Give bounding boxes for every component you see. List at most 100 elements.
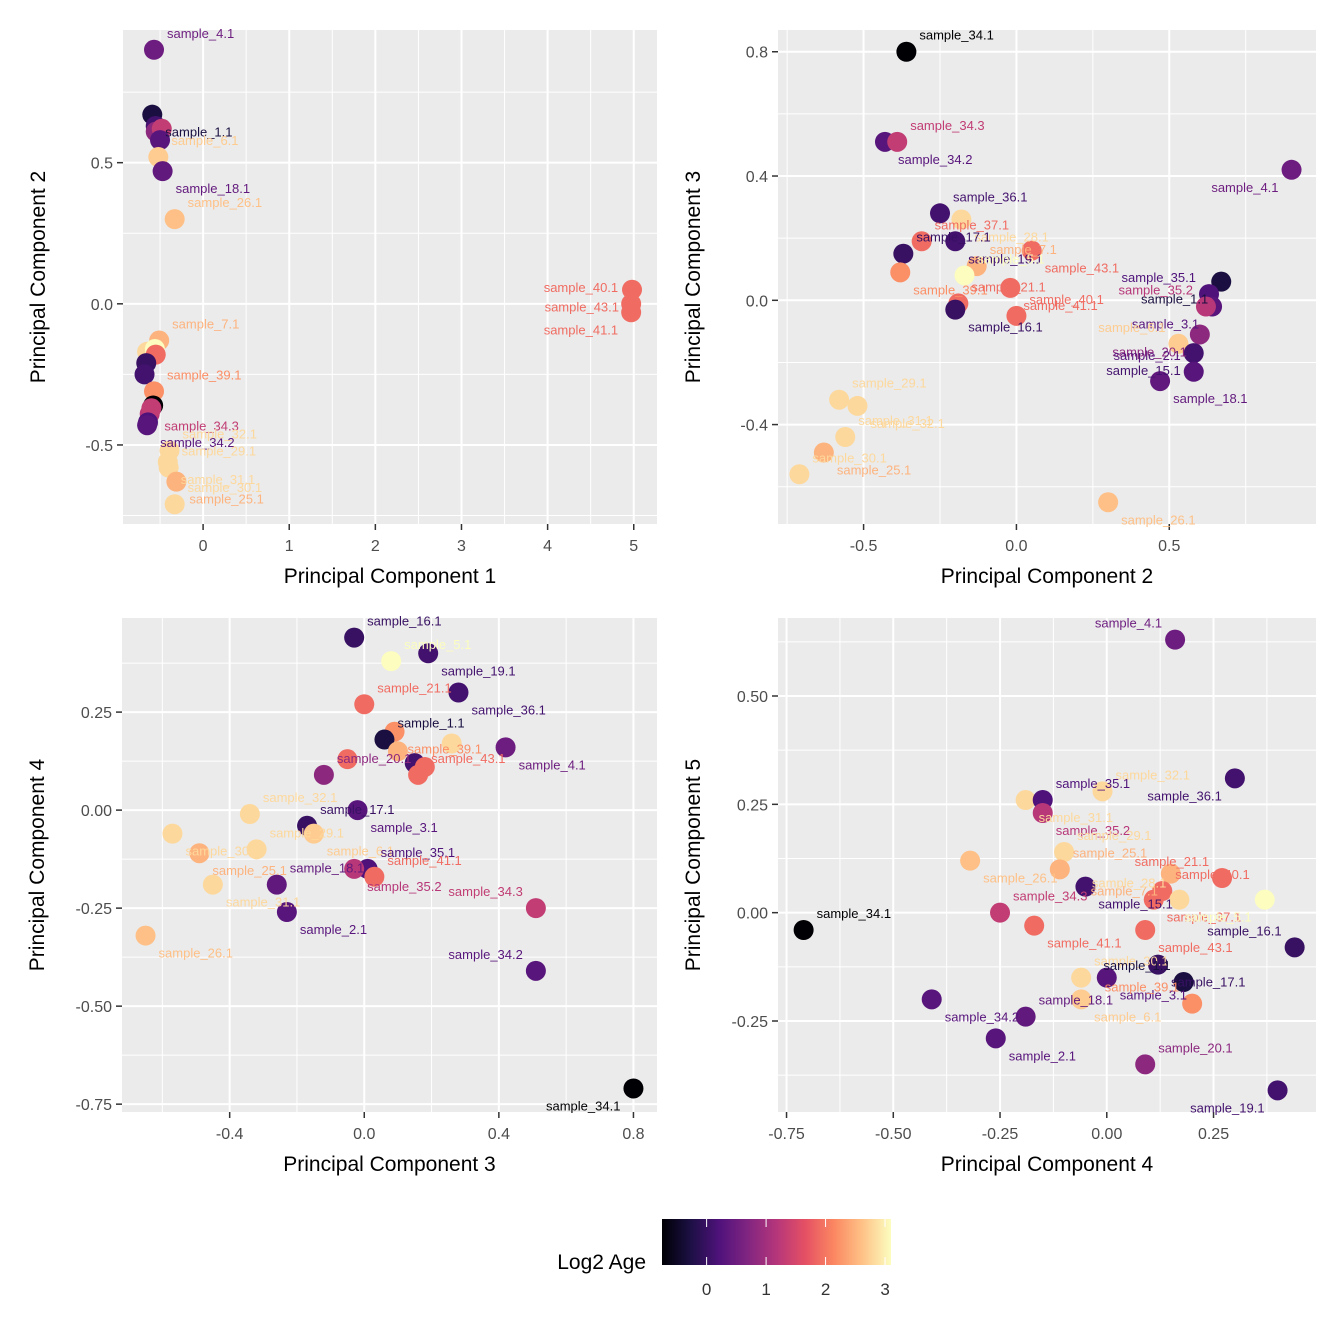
- data-point: [1135, 920, 1156, 940]
- data-point: [337, 749, 358, 770]
- data-point: [418, 643, 439, 664]
- point-label: sample_4.1: [167, 26, 234, 41]
- x-tick-label: 0.8: [622, 1126, 644, 1143]
- point-label: sample_37.1: [1167, 910, 1241, 925]
- points: [134, 39, 643, 515]
- data-point: [202, 874, 223, 895]
- point-label: sample_35.2: [1056, 823, 1130, 838]
- data-point: [921, 989, 942, 1010]
- point-label: sample_5.1: [404, 637, 471, 652]
- point-label: sample_41.1: [1023, 298, 1097, 313]
- point-label: sample_7.1: [990, 242, 1057, 257]
- data-point: [829, 389, 850, 410]
- point-label: sample_36.1: [1147, 788, 1221, 803]
- plot-background: [778, 618, 1316, 1112]
- point-labels: sample_4.1sample_36.1sample_32.1sample_3…: [817, 616, 1282, 1116]
- panel-4: -0.75 -0.50 -0.25 0.00 0.25 -0.25 0.00 0.25 0.50…: [682, 616, 1316, 1176]
- point-label: sample_35.2: [367, 879, 441, 894]
- point-label: sample_39.1: [913, 282, 987, 297]
- x-tick-label: -0.50: [875, 1126, 912, 1143]
- point-label: sample_29.1: [182, 444, 256, 459]
- point-label: sample_29.1: [1077, 828, 1151, 843]
- point-label: sample_31.1: [858, 413, 932, 428]
- point-label: sample_18.1: [1039, 993, 1113, 1008]
- legend-title: Log2 Age: [557, 1251, 646, 1274]
- data-point: [1054, 842, 1075, 862]
- data-point: [313, 764, 334, 785]
- x-tick-label: -0.75: [768, 1126, 805, 1143]
- data-point: [1224, 768, 1245, 789]
- y-axis-title: Principal Component 3: [682, 171, 705, 383]
- x-tick-label: -0.4: [216, 1126, 244, 1143]
- point-label: sample_29.1: [852, 376, 926, 391]
- y-tick-label: -0.25: [76, 901, 113, 918]
- point-label: sample_34.3: [448, 884, 522, 899]
- data-point: [1049, 859, 1070, 880]
- point-label: sample_4.1: [519, 757, 586, 772]
- point-label: sample_41.1: [544, 322, 618, 337]
- data-point: [1000, 277, 1021, 298]
- point-label: sample_25.1: [189, 492, 263, 507]
- point-label: sample_25.1: [212, 863, 286, 878]
- point-label: sample_19.1: [968, 251, 1042, 266]
- y-tick-label: 0.50: [737, 689, 768, 706]
- point-label: sample_34.3: [910, 118, 984, 133]
- point-label: sample_34.1: [546, 1098, 620, 1113]
- point-labels: sample_34.1 sample_34.2 sample_34.3 sample_…: [812, 28, 1278, 528]
- data-point: [954, 265, 975, 286]
- point-label: sample_2.1: [1009, 1048, 1076, 1063]
- point-label: sample_26.1: [1121, 512, 1195, 527]
- data-point: [1284, 937, 1305, 958]
- data-point: [166, 471, 187, 492]
- legend-tick-label: 3: [880, 1280, 889, 1299]
- data-point: [893, 243, 914, 264]
- data-point: [150, 130, 171, 151]
- point-label: sample_39.1: [1105, 980, 1179, 995]
- data-point: [1092, 781, 1113, 802]
- x-tick-label: 0.25: [1198, 1126, 1229, 1143]
- point-label: sample_34.3: [1013, 889, 1087, 904]
- point-label: sample_28.1: [1092, 876, 1166, 891]
- data-point: [303, 823, 324, 844]
- data-point: [246, 839, 267, 860]
- x-axis-title: Principal Component 2: [941, 565, 1153, 588]
- point-label: sample_26.1: [188, 195, 262, 210]
- x-tick-label: 5: [629, 538, 638, 555]
- point-label: sample_31.1: [1039, 810, 1113, 825]
- y-tick-label: 0.5: [91, 156, 113, 173]
- point-label: sample_21.1: [971, 279, 1045, 294]
- point-label: sample_6.1: [171, 133, 238, 148]
- data-point: [1160, 863, 1181, 884]
- data-point: [1165, 629, 1186, 650]
- data-point: [985, 1028, 1006, 1049]
- point-label: sample_43.1: [431, 751, 505, 766]
- point-labels: sample_16.1 sample_19.1 sample_5.1 sample_3…: [159, 614, 621, 1114]
- point-label: sample_16.1: [367, 614, 441, 629]
- point-label: sample_6.1: [1098, 320, 1165, 335]
- data-point: [1183, 343, 1204, 364]
- data-point: [1143, 889, 1164, 910]
- point-label: sample_39.1: [408, 742, 482, 757]
- x-tick-label: -0.5: [850, 538, 878, 555]
- data-point: [387, 741, 408, 762]
- point-label: sample_35.2: [1119, 283, 1193, 298]
- points: [789, 41, 1302, 513]
- data-point: [1183, 361, 1204, 382]
- point-label: sample_36.1: [471, 702, 545, 717]
- data-point: [448, 682, 469, 703]
- point-label: sample_17.1: [1171, 975, 1245, 990]
- legend-tick-label: 0: [702, 1280, 711, 1299]
- point-label: sample_31.1: [226, 895, 300, 910]
- point-label: sample_7.1: [1091, 884, 1158, 899]
- data-point: [911, 231, 932, 252]
- y-tick-label: 0.0: [91, 297, 113, 314]
- panel-2: -0.5 0.0 0.5 -0.4 0.0 0.4 0.8 Principal Compone…: [682, 28, 1316, 588]
- point-label: sample_16.1: [1207, 923, 1281, 938]
- point-label: sample_17.1: [320, 802, 394, 817]
- y-tick-label: -0.25: [732, 1014, 769, 1031]
- data-point: [1189, 324, 1210, 345]
- data-point: [374, 729, 395, 750]
- data-point: [1211, 271, 1232, 292]
- point-label: sample_32.1: [870, 416, 944, 431]
